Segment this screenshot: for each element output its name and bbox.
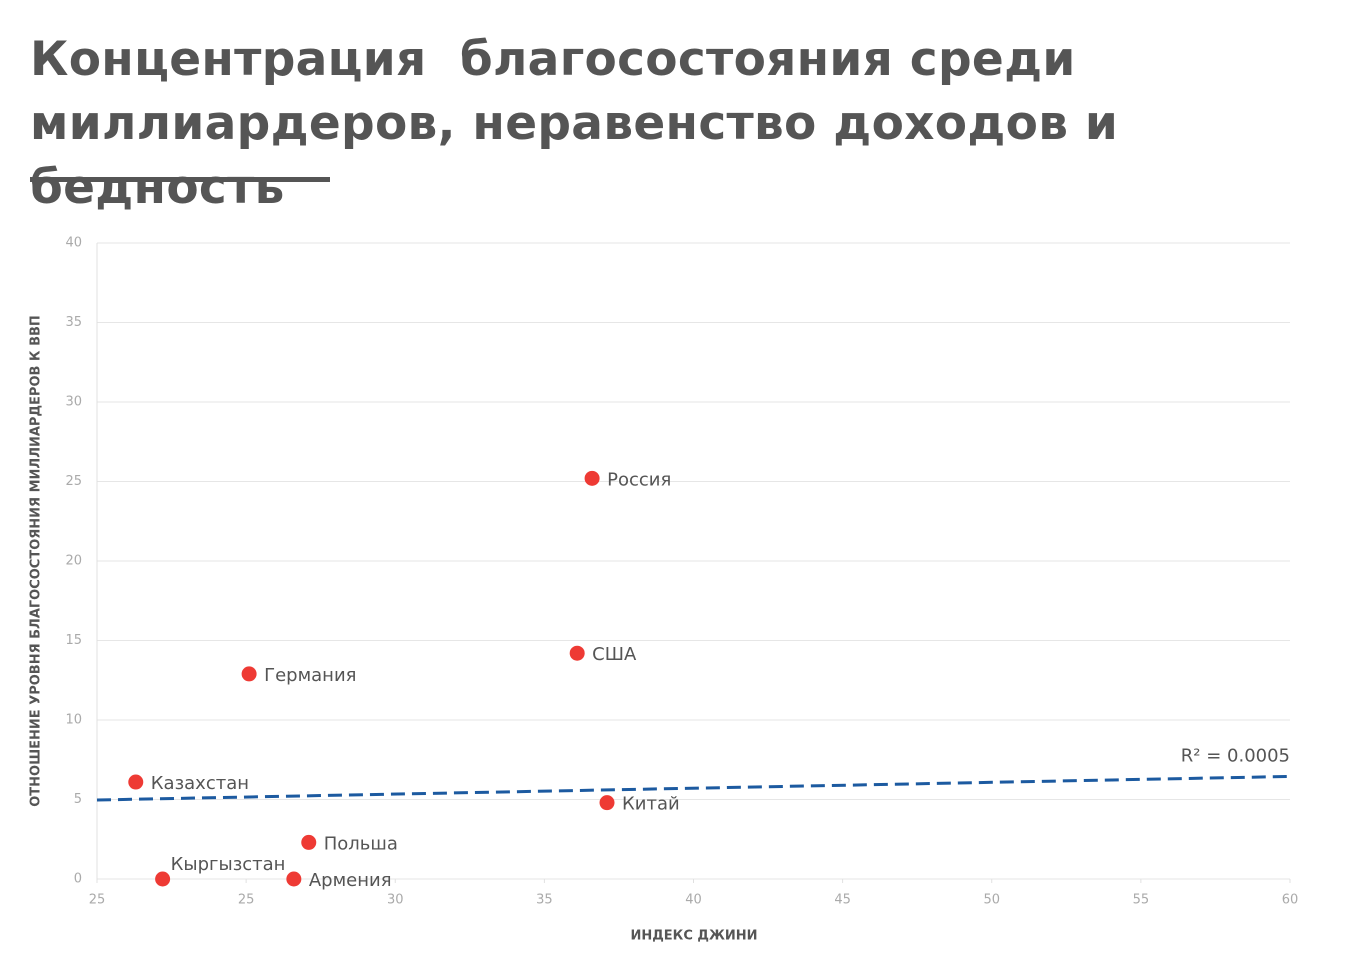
y-tick-label: 15 <box>65 633 82 648</box>
data-point <box>155 871 171 887</box>
trend-annotation: R² = 0.0005 <box>1181 745 1290 766</box>
title-underline <box>30 177 330 182</box>
data-point <box>569 645 585 661</box>
x-tick-label: 60 <box>1282 893 1299 908</box>
y-tick-label: 5 <box>74 792 82 807</box>
data-point <box>599 795 615 811</box>
data-point <box>241 666 257 682</box>
chart-title: Концентрация благосостояния среди миллиа… <box>30 32 1119 215</box>
data-point <box>286 871 302 887</box>
point-label: Германия <box>264 665 356 686</box>
point-label: США <box>592 644 637 665</box>
y-tick-label: 20 <box>65 554 82 569</box>
trend-line <box>96 774 1291 802</box>
point-label: Армения <box>309 870 392 891</box>
x-tick-label: 25 <box>89 893 106 908</box>
data-point <box>301 834 317 850</box>
data-point <box>584 470 600 486</box>
y-tick-label: 10 <box>65 713 82 728</box>
x-tick-label: 50 <box>983 893 1000 908</box>
x-tick-label: 25 <box>238 893 255 908</box>
x-tick-label: 55 <box>1133 893 1150 908</box>
x-tick-label: 40 <box>685 893 702 908</box>
point-label: Россия <box>607 469 671 490</box>
y-tick-label: 35 <box>65 315 82 330</box>
point-label: Польша <box>324 833 398 854</box>
point-label: Казахстан <box>151 773 249 794</box>
x-tick-label: 30 <box>387 893 404 908</box>
x-tick-label: 45 <box>834 893 851 908</box>
y-tick-label: 30 <box>65 395 82 410</box>
y-axis-title: ОТНОШЕНИЕ УРОВНЯ БЛАГОСОСТОЯНИЯ МИЛЛИАРД… <box>29 315 44 807</box>
y-tick-label: 40 <box>65 236 82 251</box>
x-tick-label: 35 <box>536 893 553 908</box>
point-label: Китай <box>622 794 680 815</box>
x-axis-title: ИНДЕКС ДЖИНИ <box>630 929 757 944</box>
point-label: Кыргызстан <box>171 854 286 875</box>
y-tick-label: 0 <box>74 872 82 887</box>
y-tick-label: 25 <box>65 474 82 489</box>
data-point <box>128 774 144 790</box>
